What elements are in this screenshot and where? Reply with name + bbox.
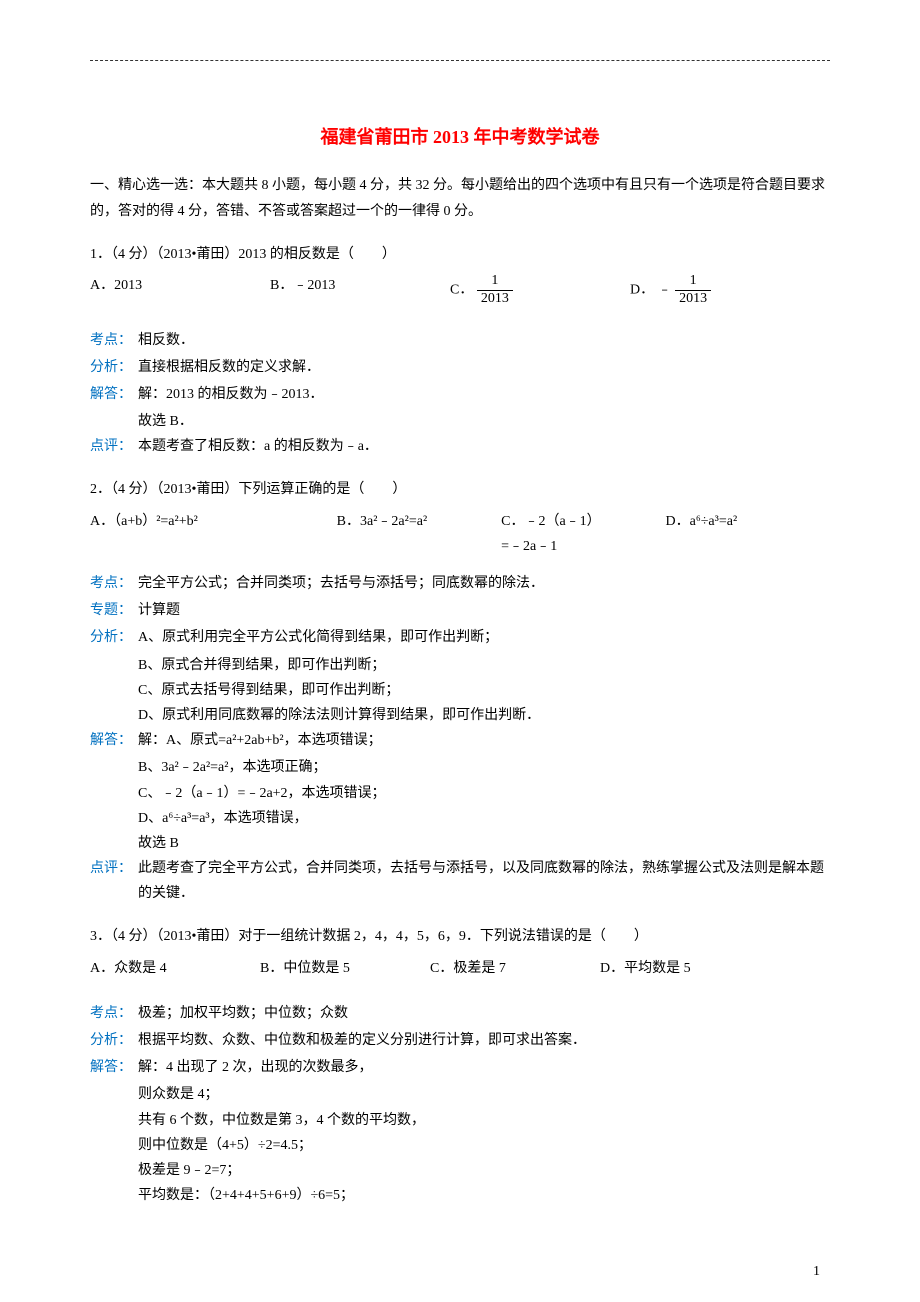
kaodian-label: 考点： <box>90 571 138 596</box>
q1-option-a: A．2013 <box>90 273 270 308</box>
q2-fenxi-4: D、原式利用同底数幂的除法法则计算得到结果，即可作出判断． <box>90 703 830 728</box>
q1-options: A．2013 B．﹣2013 C． 1 2013 D． ﹣ 1 2013 <box>90 273 830 308</box>
q1-option-d: D． ﹣ 1 2013 <box>630 273 810 308</box>
q2-fenxi-2: B、原式合并得到结果，即可作出判断； <box>90 653 830 678</box>
fenxi-content: 根据平均数、众数、中位数和极差的定义分别进行计算，即可求出答案． <box>138 1028 830 1053</box>
q1-kaodian: 考点： 相反数． <box>90 328 830 353</box>
q3-stem: 3．（4 分）（2013•莆田）对于一组统计数据 2，4，4，5，6，9．下列说… <box>90 924 830 949</box>
q1-optc-den: 2013 <box>477 291 513 308</box>
kaodian-content: 相反数． <box>138 328 830 353</box>
q1-jieda: 解答： 解：2013 的相反数为﹣2013． <box>90 382 830 407</box>
dianping-label: 点评： <box>90 434 138 459</box>
q1-optc-label: C． <box>450 282 473 297</box>
fraction-icon: 1 2013 <box>675 273 711 308</box>
q3-jieda: 解答： 解：4 出现了 2 次，出现的次数最多， <box>90 1055 830 1080</box>
q2-jieda-4: D、a⁶÷a³=a³，本选项错误， <box>90 806 830 831</box>
jieda-content: 解：4 出现了 2 次，出现的次数最多， <box>138 1055 830 1080</box>
question-2: 2．（4 分）（2013•莆田）下列运算正确的是（ ） A．（a+b）²=a²+… <box>90 477 830 906</box>
dianping-content: 此题考查了完全平方公式，合并同类项，去括号与添括号，以及同底数幂的除法，熟练掌握… <box>138 856 830 906</box>
q3-jieda-5: 极差是 9﹣2=7； <box>90 1158 830 1183</box>
q1-optd-neg: ﹣ <box>658 282 672 297</box>
kaodian-content: 完全平方公式；合并同类项；去括号与添括号；同底数幂的除法． <box>138 571 830 596</box>
q1-fenxi: 分析： 直接根据相反数的定义求解． <box>90 355 830 380</box>
zhuanti-label: 专题： <box>90 598 138 623</box>
q3-option-a: A．众数是 4 <box>90 956 260 981</box>
q1-optd-den: 2013 <box>675 291 711 308</box>
jieda-label: 解答： <box>90 1055 138 1080</box>
q2-fenxi: 分析： A、原式利用完全平方公式化简得到结果，即可作出判断； <box>90 625 830 650</box>
q1-optd-label: D． <box>630 282 654 297</box>
q2-option-d: D．a⁶÷a³=a² <box>666 509 830 559</box>
q3-jieda-6: 平均数是：（2+4+4+5+6+9）÷6=5； <box>90 1183 830 1208</box>
q1-option-c: C． 1 2013 <box>450 273 630 308</box>
q3-jieda-3: 共有 6 个数，中位数是第 3，4 个数的平均数， <box>90 1108 830 1133</box>
question-3: 3．（4 分）（2013•莆田）对于一组统计数据 2，4，4，5，6，9．下列说… <box>90 924 830 1208</box>
q1-jieda-2: 故选 B． <box>90 409 830 434</box>
q2-option-c: C．﹣2（a﹣1） =﹣2a﹣1 <box>501 509 665 559</box>
q2-optc-line2: =﹣2a﹣1 <box>501 534 665 559</box>
section-intro: 一、精心选一选：本大题共 8 小题，每小题 4 分，共 32 分。每小题给出的四… <box>90 173 830 223</box>
jieda-label: 解答： <box>90 382 138 407</box>
q1-option-b: B．﹣2013 <box>270 273 450 308</box>
question-1: 1．（4 分）（2013•莆田）2013 的相反数是（ ） A．2013 B．﹣… <box>90 242 830 460</box>
q2-kaodian: 考点： 完全平方公式；合并同类项；去括号与添括号；同底数幂的除法． <box>90 571 830 596</box>
q1-stem: 1．（4 分）（2013•莆田）2013 的相反数是（ ） <box>90 242 830 267</box>
jieda-content: 解：2013 的相反数为﹣2013． <box>138 382 830 407</box>
q3-option-c: C．极差是 7 <box>430 956 600 981</box>
dianping-label: 点评： <box>90 856 138 906</box>
fenxi-label: 分析： <box>90 1028 138 1053</box>
q2-dianping: 点评： 此题考查了完全平方公式，合并同类项，去括号与添括号，以及同底数幂的除法，… <box>90 856 830 906</box>
kaodian-content: 极差；加权平均数；中位数；众数 <box>138 1001 830 1026</box>
q2-zhuanti: 专题： 计算题 <box>90 598 830 623</box>
page-number: 1 <box>813 1259 820 1284</box>
q2-fenxi-3: C、原式去括号得到结果，即可作出判断； <box>90 678 830 703</box>
q3-options: A．众数是 4 B．中位数是 5 C．极差是 7 D．平均数是 5 <box>90 956 830 981</box>
q2-jieda-2: B、3a²﹣2a²=a²，本选项正确； <box>90 755 830 780</box>
q2-stem: 2．（4 分）（2013•莆田）下列运算正确的是（ ） <box>90 477 830 502</box>
q2-jieda-5: 故选 B <box>90 831 830 856</box>
q1-optc-num: 1 <box>477 273 513 291</box>
q2-jieda-3: C、﹣2（a﹣1）=﹣2a+2，本选项错误； <box>90 781 830 806</box>
q3-option-d: D．平均数是 5 <box>600 956 770 981</box>
q3-fenxi: 分析： 根据平均数、众数、中位数和极差的定义分别进行计算，即可求出答案． <box>90 1028 830 1053</box>
q3-option-b: B．中位数是 5 <box>260 956 430 981</box>
fenxi-content: 直接根据相反数的定义求解． <box>138 355 830 380</box>
fenxi-label: 分析： <box>90 625 138 650</box>
kaodian-label: 考点： <box>90 328 138 353</box>
jieda-label: 解答： <box>90 728 138 753</box>
q2-optc-line1: C．﹣2（a﹣1） <box>501 509 665 534</box>
q3-jieda-2: 则众数是 4； <box>90 1082 830 1107</box>
q2-jieda: 解答： 解：A、原式=a²+2ab+b²，本选项错误； <box>90 728 830 753</box>
q1-optd-num: 1 <box>675 273 711 291</box>
top-dashed-rule <box>90 60 830 61</box>
q2-option-a: A．（a+b）²=a²+b² <box>90 509 337 559</box>
q3-jieda-4: 则中位数是（4+5）÷2=4.5； <box>90 1133 830 1158</box>
dianping-content: 本题考查了相反数：a 的相反数为﹣a． <box>138 434 830 459</box>
q2-option-b: B．3a²﹣2a²=a² <box>337 509 501 559</box>
q1-dianping: 点评： 本题考查了相反数：a 的相反数为﹣a． <box>90 434 830 459</box>
page-title: 福建省莆田市 2013 年中考数学试卷 <box>90 121 830 153</box>
fenxi-content: A、原式利用完全平方公式化简得到结果，即可作出判断； <box>138 625 830 650</box>
jieda-content: 解：A、原式=a²+2ab+b²，本选项错误； <box>138 728 830 753</box>
zhuanti-content: 计算题 <box>138 598 830 623</box>
fraction-icon: 1 2013 <box>477 273 513 308</box>
q3-kaodian: 考点： 极差；加权平均数；中位数；众数 <box>90 1001 830 1026</box>
kaodian-label: 考点： <box>90 1001 138 1026</box>
fenxi-label: 分析： <box>90 355 138 380</box>
q2-options: A．（a+b）²=a²+b² B．3a²﹣2a²=a² C．﹣2（a﹣1） =﹣… <box>90 509 830 559</box>
